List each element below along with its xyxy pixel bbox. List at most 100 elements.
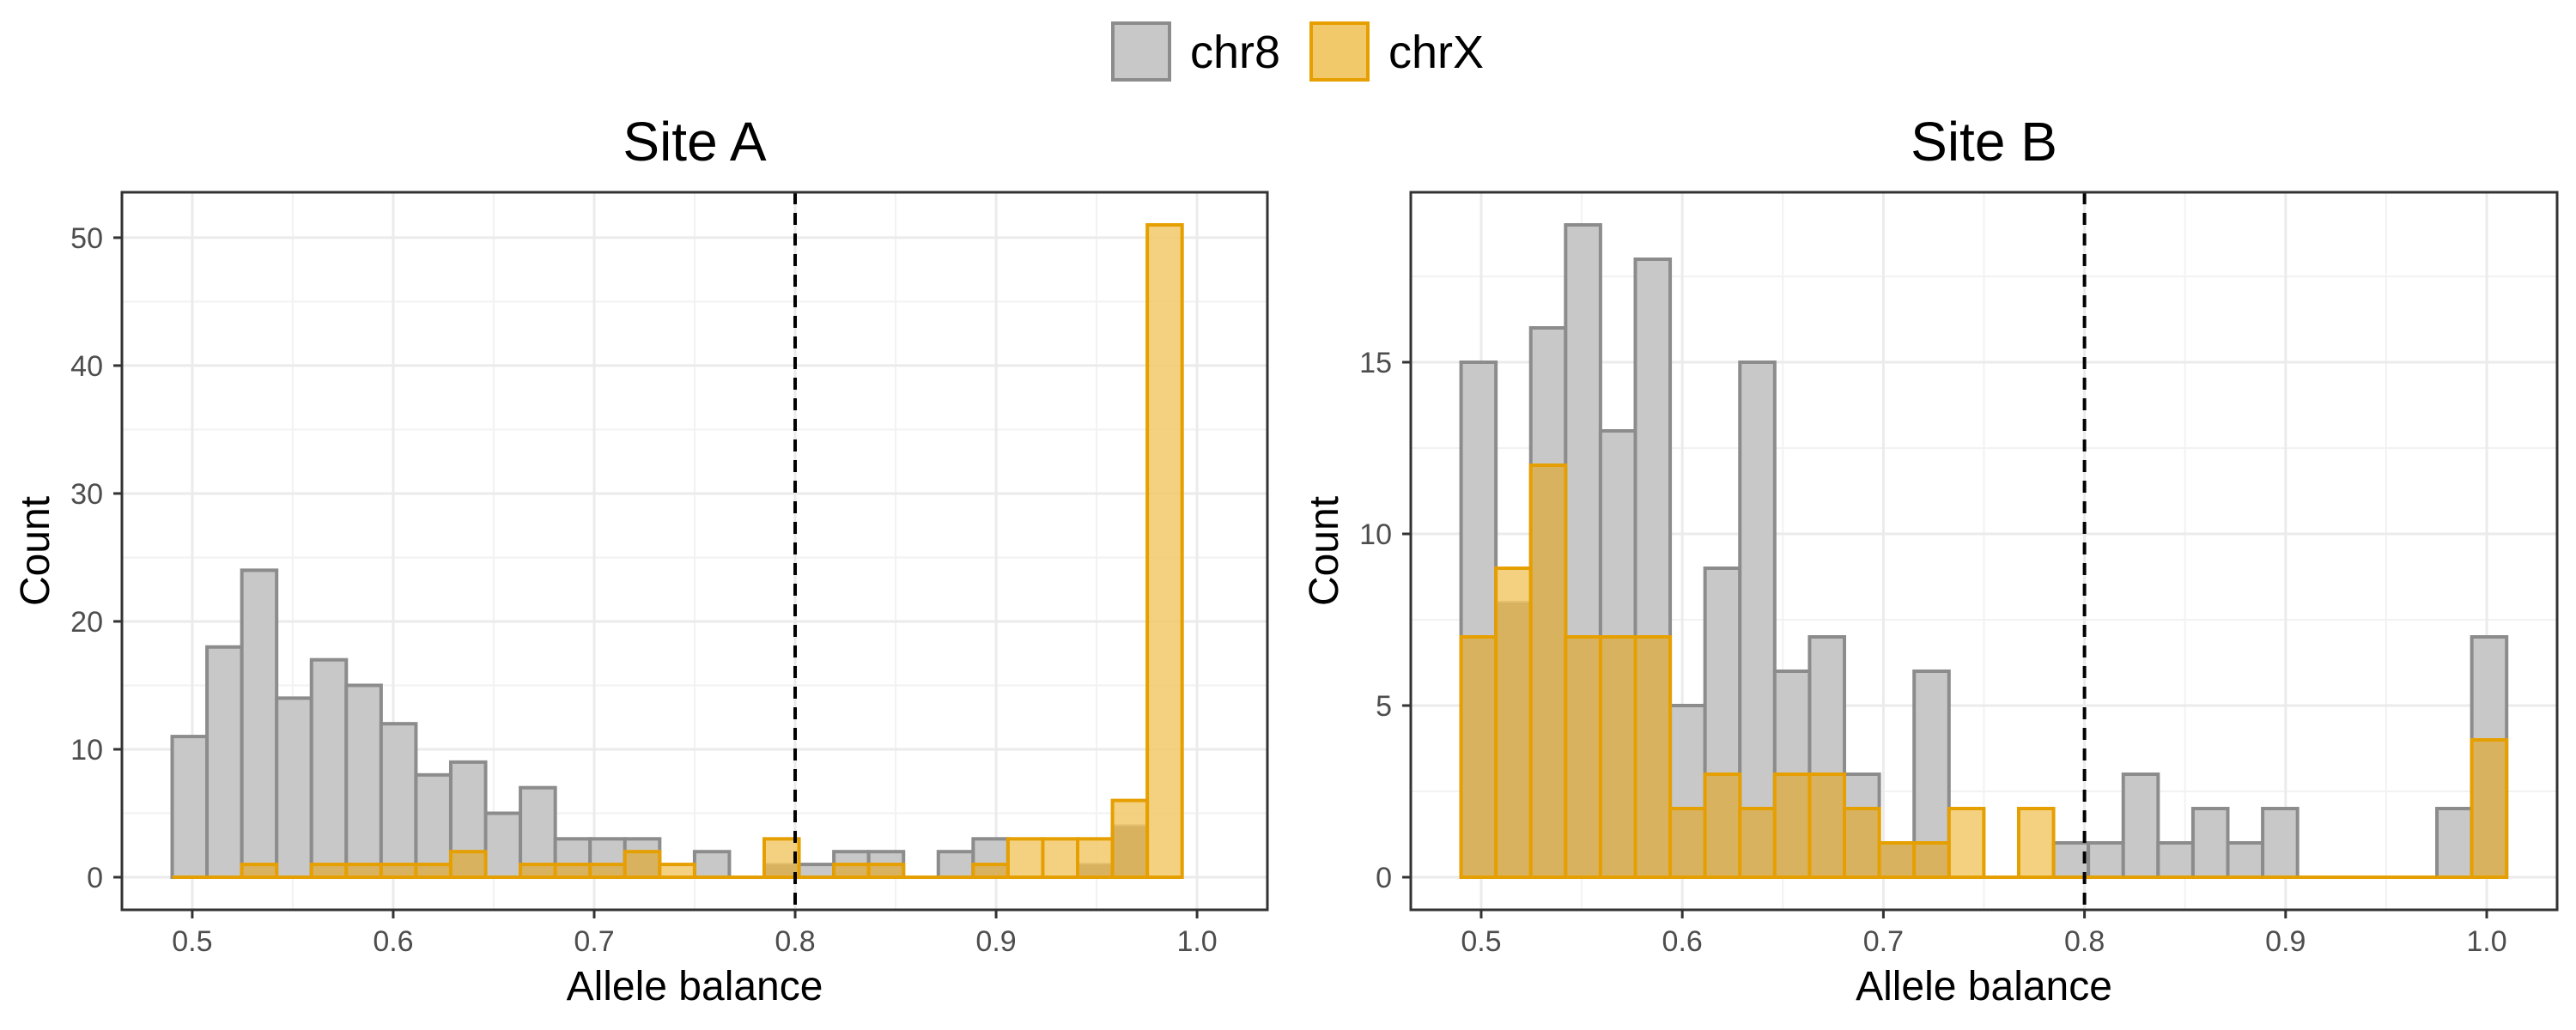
bar-overlap [520, 864, 556, 877]
legend-key-chr8 [1111, 21, 1171, 82]
bar-chrX-outline [2470, 738, 2509, 879]
bar-overlap [1496, 603, 1531, 877]
legend: chr8 chrX [1111, 21, 1484, 82]
x-axis-label: Allele balance [567, 964, 823, 1009]
bar-overlap [1078, 864, 1113, 877]
bar-overlap [1774, 774, 1810, 877]
bar-chrX [1042, 839, 1078, 877]
bar-chr8 [2156, 841, 2195, 879]
bar-overlap [1740, 809, 1775, 877]
x-tick-label: 0.7 [574, 925, 614, 958]
bar-overlap [1914, 843, 1949, 877]
x-tick-label: 0.8 [775, 925, 815, 958]
bar-chr8 [1738, 360, 1777, 879]
x-tick-label: 1.0 [2466, 925, 2506, 958]
bar-chr8 [2226, 841, 2265, 879]
y-tick-label: 5 [1376, 690, 1392, 723]
bar-chr8 [483, 811, 523, 879]
y-axis-label: Count [13, 496, 58, 606]
bar-overlap [763, 864, 799, 877]
bar-chrX-outline [1633, 635, 1673, 879]
y-tick-label: 15 [1359, 347, 1392, 379]
bar-chr8 [936, 850, 975, 880]
x-tick-label: 0.5 [1461, 925, 1501, 958]
y-tick-label: 20 [70, 606, 103, 639]
x-tick-label: 0.9 [975, 925, 1016, 958]
bar-chr8 [205, 645, 244, 879]
x-tick-label: 0.7 [1863, 925, 1904, 958]
bar-overlap [1670, 809, 1705, 877]
bar-chrX-outline [762, 837, 801, 880]
bar-chr8 [379, 722, 418, 879]
y-tick-label: 30 [70, 478, 103, 511]
bar-overlap [834, 864, 869, 877]
y-axis-label: Count [1302, 496, 1347, 606]
bar-overlap [450, 851, 486, 877]
bar-overlap [1879, 843, 1915, 877]
bar-chrX-outline [658, 863, 696, 879]
bar-chr8 [344, 683, 383, 879]
legend-label-chrX: chrX [1388, 27, 1484, 78]
panel-title: Site A [623, 111, 767, 173]
x-tick-label: 0.5 [172, 925, 212, 958]
bar-chr8 [414, 772, 453, 879]
bars [170, 223, 1184, 880]
bar-chr8 [275, 696, 313, 880]
bar-chrX-outline [866, 863, 906, 879]
x-tick-label: 0.9 [2265, 925, 2306, 958]
bar-overlap [1809, 774, 1845, 877]
bar-chrX [1007, 839, 1043, 877]
y-tick-label: 0 [87, 862, 103, 894]
bar-overlap [416, 864, 451, 877]
bar-chr8 [2435, 807, 2474, 879]
panel-2: 0.5 0.6 0.7 0.8 0.9 1.0 0 5 10 15 Site B Allele bal… [1302, 111, 2559, 1009]
bar-overlap [380, 864, 416, 877]
y-tick-label: 10 [1359, 518, 1392, 551]
bar-overlap [311, 864, 347, 877]
bar-overlap [346, 864, 381, 877]
bar-overlap [241, 864, 277, 877]
bar-overlap [555, 864, 591, 877]
y-tick-label: 50 [70, 222, 103, 255]
bar-overlap [1461, 637, 1497, 877]
bar-overlap [973, 864, 1008, 877]
bar-chr8 [2087, 841, 2125, 879]
bar-chr8 [309, 657, 349, 880]
panel-border [120, 191, 1269, 912]
legend-label-chr8: chr8 [1190, 27, 1280, 78]
bar-overlap [624, 851, 660, 877]
bar-overlap [868, 864, 904, 877]
bar-overlap [1635, 637, 1671, 877]
bar-overlap [1565, 637, 1601, 877]
x-tick-label: 1.0 [1176, 925, 1217, 958]
bar-overlap [1112, 826, 1148, 877]
legend-key-chrX [1309, 21, 1370, 82]
bar-chr8 [692, 850, 732, 880]
bar-chrX-outline [1145, 223, 1184, 879]
panel-title: Site B [1911, 111, 2057, 173]
bars [1459, 223, 2509, 879]
bar-chr8 [2190, 807, 2230, 879]
bar-chrX [1948, 809, 1984, 877]
bar-overlap [2471, 740, 2507, 877]
bar-chr8 [2261, 807, 2300, 879]
y-tick-label: 10 [70, 734, 103, 766]
bar-overlap [590, 864, 625, 877]
panel-1: 0.5 0.6 0.7 0.8 0.9 1.0 0 10 20 30 40 50 Site A Allel… [13, 111, 1269, 1009]
x-tick-label: 0.6 [373, 925, 413, 958]
panel-border [1409, 191, 2559, 912]
bar-chrX-outline [1947, 807, 1986, 879]
bar-chr8 [170, 735, 210, 879]
bar-chrX-outline [240, 863, 279, 879]
bar-chrX [2018, 809, 2054, 877]
bar-overlap [1704, 774, 1741, 877]
x-tick-label: 0.8 [2064, 925, 2105, 958]
bar-chrX [1147, 225, 1182, 877]
y-tick-label: 0 [1376, 862, 1392, 894]
bar-chrX [659, 864, 695, 877]
bar-chr8 [240, 568, 279, 880]
x-tick-label: 0.6 [1662, 925, 1703, 958]
bar-overlap [1600, 637, 1636, 877]
